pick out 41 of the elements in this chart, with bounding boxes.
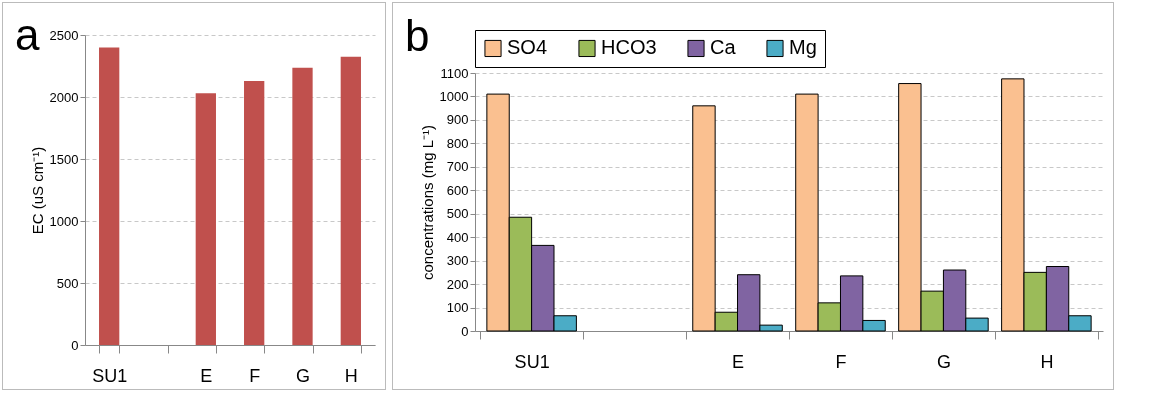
bar (292, 67, 313, 345)
y-tick-label: 2000 (49, 89, 79, 105)
legend-label: Mg (789, 36, 817, 59)
y-tick-label: 500 (56, 275, 79, 291)
x-tick-label: F (835, 351, 847, 372)
x-tick-label: E (200, 365, 213, 386)
y-tick-label: 400 (446, 229, 469, 245)
x-tick-label: E (732, 351, 745, 372)
y-tick-label: 300 (446, 253, 469, 269)
y-tick-label: 0 (461, 323, 469, 339)
x-tick-label: SU1 (514, 351, 550, 372)
x-tick-label: G (936, 351, 951, 372)
y-tick-label: 1100 (440, 65, 469, 81)
y-tick-label: 100 (446, 300, 469, 316)
y-tick-label: 0 (71, 337, 79, 353)
legend-label: Ca (710, 36, 737, 59)
x-tick-label: H (344, 365, 358, 386)
x-tick-label: H (1040, 351, 1054, 372)
y-tick-label: 2500 (49, 27, 79, 43)
y-axis-title: concentrations (mg L⁻¹) (418, 124, 436, 281)
y-tick-label: 1000 (49, 213, 79, 229)
bar (244, 80, 265, 345)
y-axis-title: EC (uS cm⁻¹) (28, 146, 46, 235)
y-tick-label: 500 (446, 206, 469, 222)
y-tick-label: 1000 (439, 88, 469, 104)
x-tick-label: SU1 (92, 365, 128, 386)
y-tick-label: 600 (446, 182, 469, 198)
x-tick-label: F (249, 365, 261, 386)
y-tick-label: 800 (446, 135, 469, 151)
chart-title: b (405, 10, 430, 60)
x-tick-label: G (295, 365, 311, 386)
y-tick-label: 200 (446, 276, 469, 292)
chart-title: a (15, 10, 41, 59)
bar (195, 93, 216, 345)
y-tick-label: 900 (446, 112, 469, 128)
bar (340, 56, 361, 345)
y-tick-label: 1500 (49, 151, 79, 167)
legend-label: HCO3 (601, 36, 657, 59)
y-tick-label: 700 (446, 159, 469, 175)
legend-label: SO4 (507, 36, 548, 59)
bar (99, 47, 120, 345)
